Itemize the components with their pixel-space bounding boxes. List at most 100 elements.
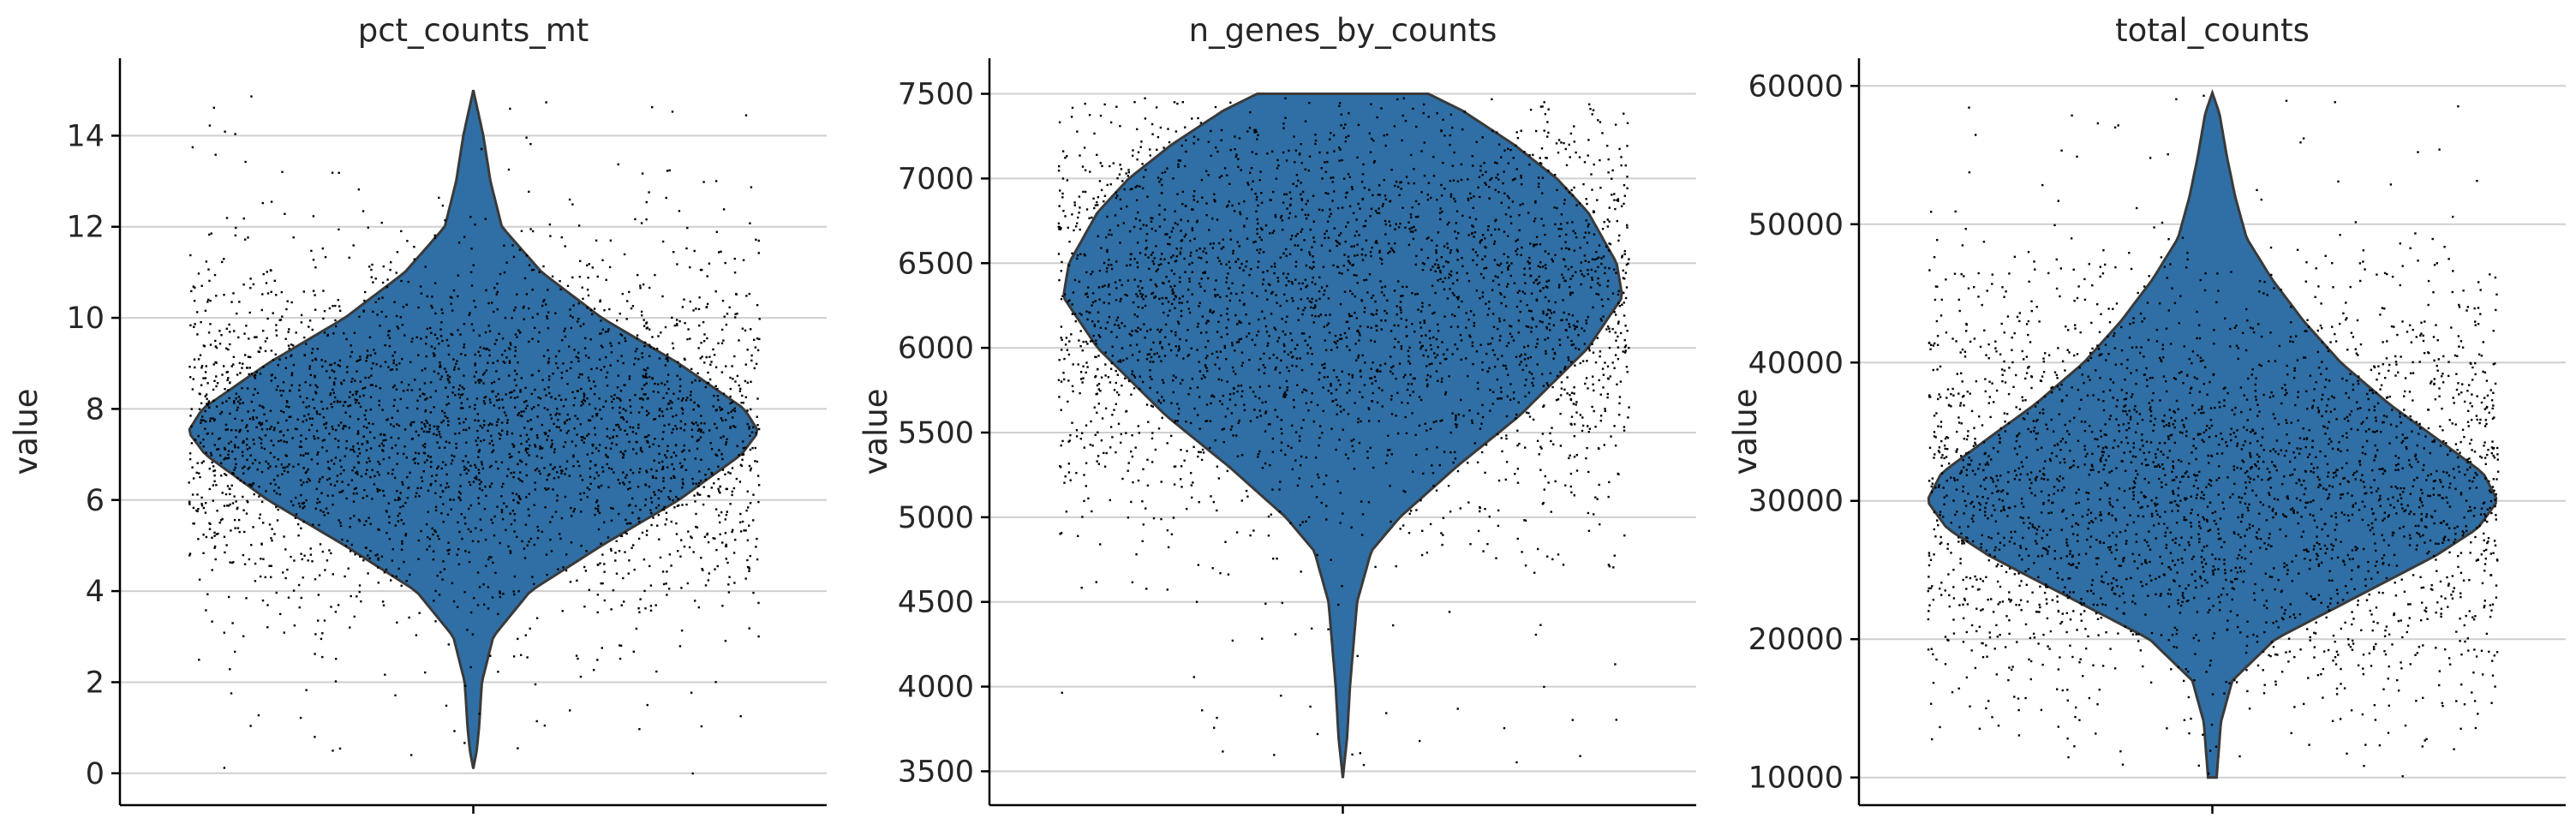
data-point <box>406 407 409 409</box>
data-point <box>543 388 547 391</box>
data-point <box>1275 177 1278 180</box>
data-point <box>1107 285 1110 288</box>
data-point <box>261 293 264 296</box>
data-point <box>1210 129 1212 133</box>
data-point <box>1285 248 1288 251</box>
data-point <box>638 471 641 474</box>
data-point <box>546 439 548 441</box>
data-point <box>624 429 626 432</box>
data-point <box>1091 271 1094 273</box>
data-point <box>555 426 559 428</box>
data-point <box>1133 313 1136 316</box>
data-point <box>507 347 511 349</box>
data-point <box>421 369 423 372</box>
data-point <box>1121 284 1123 287</box>
data-point <box>447 420 450 423</box>
data-point <box>189 254 192 257</box>
data-point <box>1127 379 1131 383</box>
data-point <box>529 444 531 447</box>
data-point <box>636 348 638 350</box>
data-point <box>1161 253 1163 255</box>
data-point <box>1257 134 1259 136</box>
data-point <box>1157 399 1160 402</box>
data-point <box>218 343 222 345</box>
data-point <box>1232 434 1234 437</box>
data-point <box>212 469 215 473</box>
data-point <box>264 576 266 579</box>
data-point <box>1456 325 1460 328</box>
data-point <box>332 463 336 465</box>
data-point <box>653 418 655 421</box>
data-point <box>549 538 552 541</box>
data-point <box>1435 370 1438 373</box>
data-point <box>1329 249 1331 252</box>
data-point <box>1121 180 1124 182</box>
data-point <box>720 511 723 514</box>
data-point <box>693 401 696 404</box>
data-point <box>742 446 745 450</box>
data-point <box>1299 435 1301 438</box>
data-point <box>1354 343 1357 345</box>
data-point <box>1414 200 1418 203</box>
data-point <box>1346 345 1348 348</box>
data-point <box>584 570 588 572</box>
data-point <box>1381 205 1384 207</box>
data-point <box>342 404 344 407</box>
data-point <box>1417 215 1419 218</box>
data-point <box>562 362 565 365</box>
data-point <box>1373 340 1377 343</box>
data-point <box>493 380 496 384</box>
data-point <box>547 311 550 313</box>
data-point <box>1096 460 1098 463</box>
data-point <box>455 362 457 366</box>
data-point <box>733 582 736 584</box>
data-point <box>1188 278 1191 280</box>
data-point <box>1139 252 1142 254</box>
data-point <box>568 418 571 421</box>
y-tick-label: 12 <box>66 211 105 245</box>
data-point <box>1551 260 1554 263</box>
data-point <box>262 366 265 368</box>
data-point <box>1399 301 1402 303</box>
data-point <box>395 368 398 371</box>
data-point <box>362 210 365 212</box>
data-point <box>1204 290 1206 292</box>
data-point <box>493 286 496 290</box>
data-point <box>1160 481 1162 483</box>
data-point <box>344 575 346 578</box>
data-point <box>353 487 356 490</box>
data-point <box>1280 419 1283 421</box>
data-point <box>1515 355 1518 358</box>
data-point <box>1067 471 1071 474</box>
data-point <box>235 429 237 432</box>
data-point <box>201 415 204 418</box>
data-point <box>483 402 486 405</box>
data-point <box>1168 280 1170 283</box>
data-point <box>523 305 525 308</box>
data-point <box>666 594 668 596</box>
data-point <box>513 575 517 578</box>
data-point <box>391 559 394 562</box>
data-point <box>1172 254 1174 257</box>
data-point <box>416 407 419 410</box>
data-point <box>260 470 264 474</box>
data-point <box>1542 405 1545 408</box>
data-point <box>1147 256 1150 259</box>
data-point <box>1419 310 1423 313</box>
data-point <box>374 352 377 355</box>
data-point <box>1297 307 1300 310</box>
data-point <box>1441 543 1443 546</box>
data-point <box>192 506 195 510</box>
data-point <box>541 423 543 427</box>
data-point <box>417 434 420 437</box>
data-point <box>1068 241 1071 243</box>
data-point <box>339 309 342 312</box>
data-point <box>1415 125 1418 128</box>
data-point <box>1587 225 1589 228</box>
data-point <box>630 411 632 414</box>
data-point <box>493 343 497 345</box>
data-point <box>286 428 290 432</box>
data-point <box>502 406 505 409</box>
data-point <box>395 272 397 274</box>
data-point <box>511 510 515 512</box>
